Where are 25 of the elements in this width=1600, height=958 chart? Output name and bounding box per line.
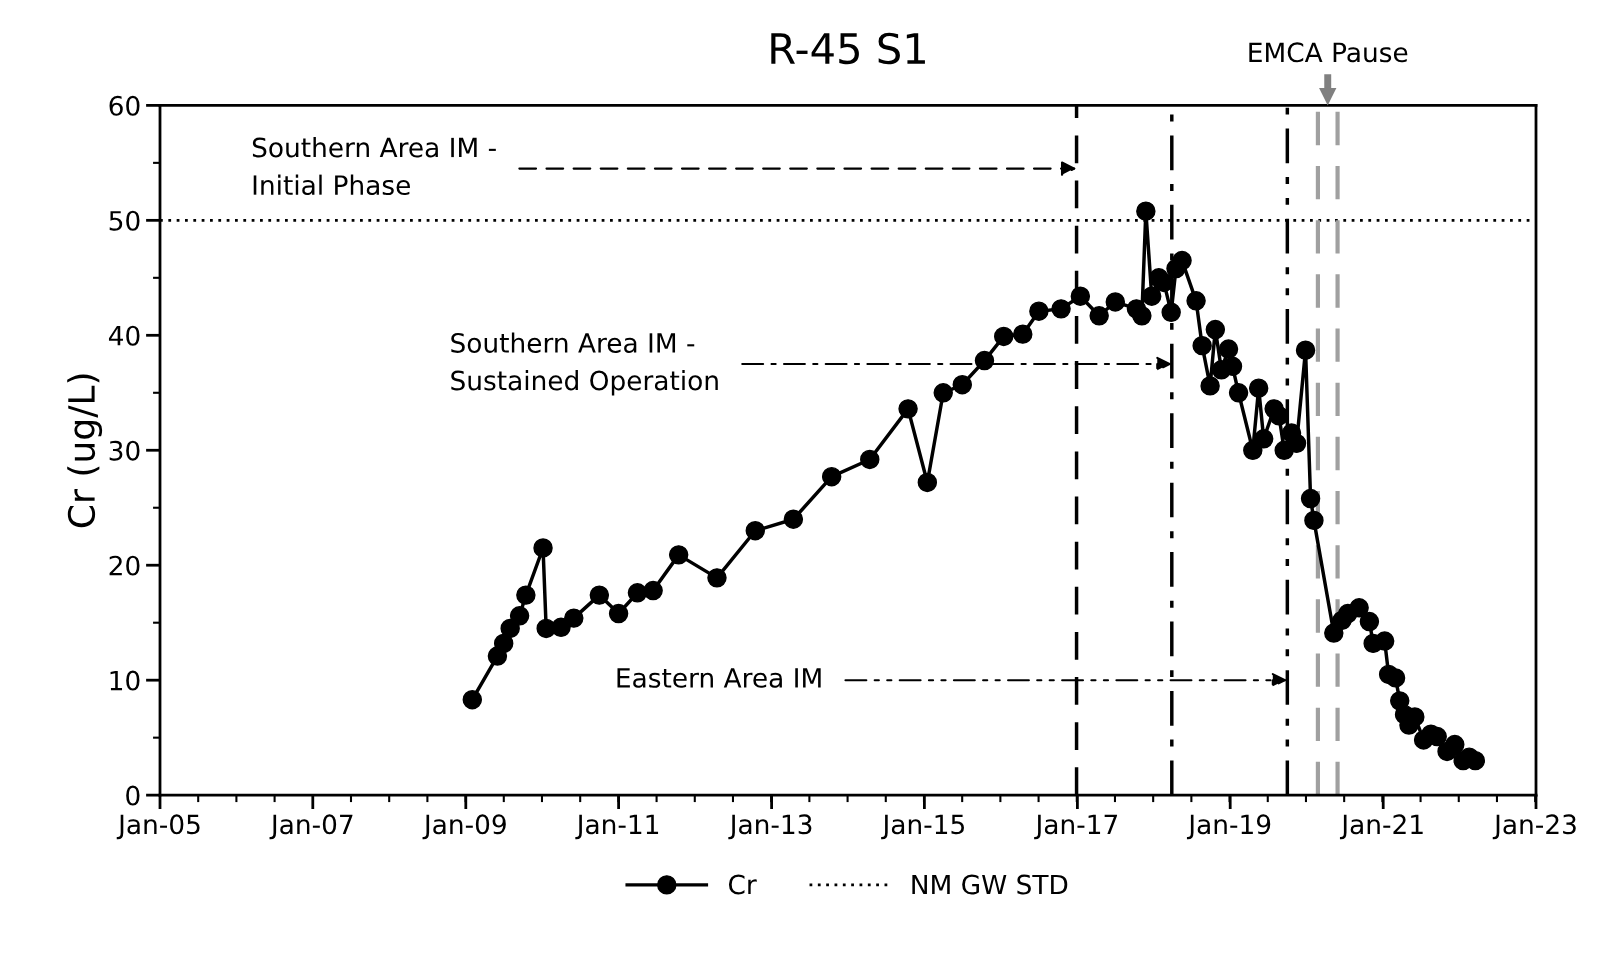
legend-label: NM GW STD (912, 874, 1068, 895)
x-tick-label: Jan-11 (575, 814, 659, 840)
y-tick-label: 40 (108, 325, 140, 346)
x-tick-label: Jan-07 (269, 814, 353, 840)
x-tick-label: Jan-23 (1492, 814, 1576, 840)
y-tick-label: 30 (109, 440, 140, 461)
y-axis-title: Cr (ug/L) (67, 374, 103, 528)
annotation: Southern Area IM - Sustained Operation (451, 332, 718, 396)
x-tick-label: Jan-21 (1339, 814, 1423, 840)
x-tick-label: Jan-19 (1186, 814, 1271, 840)
x-tick-label: Jan-17 (1034, 814, 1118, 840)
x-tick-label: Jan-05 (116, 814, 200, 840)
chart-title: R-45 S1 (771, 32, 925, 65)
annotation: Southern Area IM - Initial Phase (252, 137, 496, 196)
y-tick-label: 20 (109, 555, 140, 576)
legend-label: Cr (728, 874, 757, 895)
x-tick-label: Jan-13 (728, 814, 812, 840)
x-tick-label: Jan-09 (422, 814, 506, 840)
y-tick-label: 10 (110, 670, 140, 691)
x-tick-label: Jan-15 (881, 814, 964, 840)
y-tick-label: 50 (109, 210, 140, 231)
annotation: Eastern Area IM (617, 668, 821, 688)
y-tick-label: 60 (109, 95, 140, 116)
text: EMCA Pause (1249, 42, 1408, 63)
y-tick-label: 0 (126, 785, 140, 806)
